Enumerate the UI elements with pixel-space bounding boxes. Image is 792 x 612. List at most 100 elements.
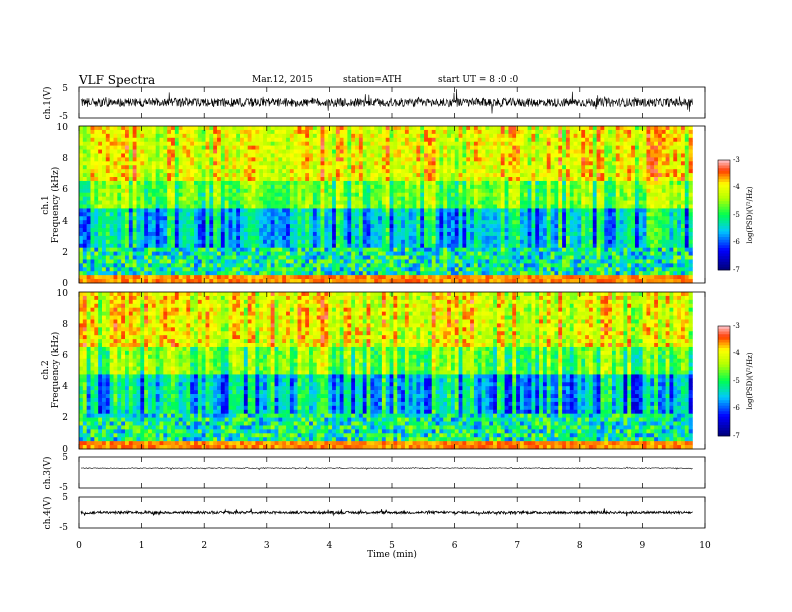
spectrogram-cell bbox=[136, 224, 141, 229]
spectrogram-cell bbox=[324, 165, 329, 170]
spectrogram-cell bbox=[466, 255, 471, 260]
spectrogram-cell bbox=[197, 184, 202, 190]
spectrogram-cell bbox=[397, 263, 402, 268]
spectrogram-cell bbox=[263, 145, 268, 150]
spectrogram-cell bbox=[171, 180, 176, 186]
spectrogram-cell bbox=[293, 169, 298, 174]
spectrogram-cell bbox=[431, 196, 436, 201]
spectrogram-cell bbox=[519, 141, 525, 146]
spectrogram-cell bbox=[293, 192, 298, 197]
spectrogram-cell bbox=[385, 247, 390, 252]
spectrogram-cell bbox=[243, 129, 248, 135]
spectrogram-cell bbox=[109, 204, 114, 209]
spectrogram-cell bbox=[439, 212, 444, 217]
spectrogram-cell bbox=[385, 192, 390, 197]
spectrogram-cell bbox=[462, 263, 467, 268]
spectrogram-cell bbox=[209, 231, 214, 237]
spectrogram-cell bbox=[420, 255, 425, 260]
spectrogram-cell bbox=[355, 259, 360, 264]
spectrogram-cell bbox=[140, 235, 145, 241]
spectrogram-cell bbox=[335, 267, 341, 272]
spectrogram-cell bbox=[512, 149, 517, 154]
spectrogram-cell bbox=[182, 145, 187, 150]
spectrogram-cell bbox=[263, 259, 268, 264]
spectrogram-cell bbox=[136, 157, 141, 162]
spectrogram-cell bbox=[186, 145, 191, 150]
spectrogram-cell bbox=[374, 149, 379, 154]
spectrogram-cell bbox=[102, 200, 107, 205]
spectrogram-cell bbox=[297, 169, 302, 174]
spectrogram-cell bbox=[220, 157, 225, 162]
spectrogram-cell bbox=[228, 220, 233, 225]
spectrogram-cell bbox=[343, 204, 348, 209]
spectrogram-cell bbox=[286, 141, 291, 146]
spectrogram-cell bbox=[232, 188, 237, 194]
spectrogram-cell bbox=[213, 141, 218, 146]
spectrogram-cell bbox=[320, 228, 325, 233]
spectrogram-cell bbox=[171, 141, 176, 146]
spectrogram-cell bbox=[113, 188, 118, 194]
spectrogram-cell bbox=[255, 137, 260, 142]
spectrogram-cell bbox=[378, 228, 383, 233]
header-station: station=ATH bbox=[343, 75, 402, 85]
spectrogram-cell bbox=[519, 255, 525, 260]
spectrogram-cell bbox=[466, 208, 471, 213]
spectrogram-cell bbox=[82, 145, 87, 150]
spectrogram-cell bbox=[232, 235, 237, 241]
spectrogram-cell bbox=[102, 169, 107, 174]
spectrogram-cell bbox=[309, 129, 314, 135]
spectrogram-cell bbox=[546, 133, 551, 139]
spectrogram-cell bbox=[109, 184, 114, 190]
spectrogram-cell bbox=[424, 251, 429, 256]
spectrogram-cell bbox=[401, 145, 406, 150]
spectrogram-cell bbox=[144, 141, 149, 146]
spectrogram-cell bbox=[343, 196, 348, 201]
spectrogram-cell bbox=[328, 153, 333, 158]
spectrogram-cell bbox=[266, 153, 272, 158]
spectrogram-cell bbox=[140, 180, 145, 186]
spectrogram-cell bbox=[197, 145, 202, 150]
spectrogram-cell bbox=[90, 129, 95, 135]
spectrogram-cell bbox=[109, 141, 114, 146]
spectrogram-cell bbox=[171, 224, 176, 229]
spectrogram-cell bbox=[301, 267, 306, 272]
spectrogram-cell bbox=[439, 259, 444, 264]
spectrogram-cell bbox=[171, 184, 176, 190]
spectrogram-cell bbox=[144, 161, 149, 166]
spectrogram-cell bbox=[366, 259, 371, 264]
spectrogram-cell bbox=[144, 188, 149, 194]
spectrogram-cell bbox=[209, 173, 214, 178]
spectrogram-cell bbox=[458, 184, 463, 190]
spectrogram-cell bbox=[117, 145, 122, 150]
spectrogram-cell bbox=[305, 251, 310, 256]
spectrogram-cell bbox=[305, 228, 310, 233]
spectrogram-cell bbox=[385, 165, 390, 170]
spectrogram-cell bbox=[401, 137, 406, 142]
spectrogram-cell bbox=[178, 279, 183, 284]
spectrogram-cell bbox=[251, 243, 256, 248]
spectrogram-cell bbox=[236, 180, 241, 186]
spectrogram-cell bbox=[289, 279, 295, 284]
spectrogram-cell bbox=[159, 208, 164, 213]
spectrogram-cell bbox=[535, 169, 540, 174]
spectrogram-cell bbox=[79, 279, 84, 284]
spectrogram-cell bbox=[404, 137, 410, 142]
spectrogram-cell bbox=[209, 157, 214, 162]
spectrogram-cell bbox=[470, 200, 475, 205]
spectrogram-cell bbox=[362, 271, 367, 276]
spectrogram-cell bbox=[121, 126, 126, 131]
spectrogram-cell bbox=[255, 196, 260, 201]
spectrogram-cell bbox=[270, 137, 275, 142]
spectrogram-cell bbox=[401, 192, 406, 197]
spectrogram-cell bbox=[228, 263, 233, 268]
spectrogram-cell bbox=[531, 255, 536, 260]
spectrogram-cell bbox=[431, 157, 436, 162]
spectrogram-cell bbox=[190, 173, 195, 178]
spectrogram-cell bbox=[247, 157, 252, 162]
spectrogram-cell bbox=[335, 149, 341, 154]
spectrogram-cell bbox=[236, 133, 241, 139]
spectrogram-cell bbox=[90, 235, 95, 241]
spectrogram-cell bbox=[113, 212, 118, 217]
spectrogram-cell bbox=[408, 204, 413, 209]
spectrogram-cell bbox=[128, 184, 133, 190]
